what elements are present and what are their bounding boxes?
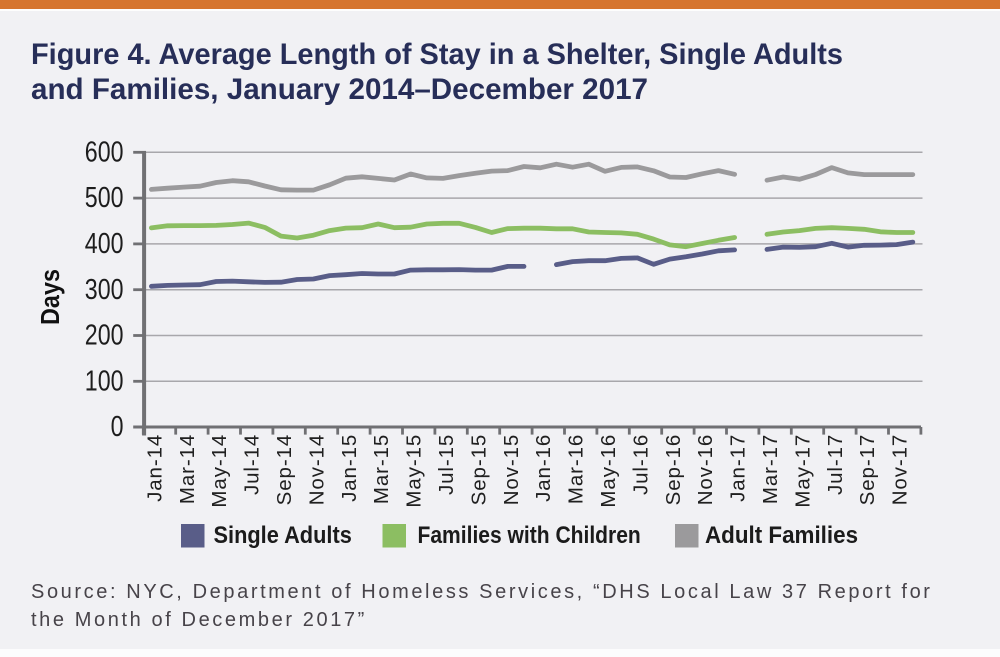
svg-text:Nov-15: Nov-15 <box>500 434 523 506</box>
svg-text:May-16: May-16 <box>597 434 620 508</box>
svg-text:300: 300 <box>85 272 124 305</box>
svg-text:Jul-16: Jul-16 <box>629 434 652 495</box>
svg-text:Single Adults: Single Adults <box>214 521 352 548</box>
svg-text:Sep-15: Sep-15 <box>467 434 490 506</box>
svg-text:Jul-17: Jul-17 <box>824 434 847 495</box>
svg-text:200: 200 <box>85 318 124 351</box>
svg-text:May-15: May-15 <box>403 434 426 508</box>
svg-text:Jan-16: Jan-16 <box>532 434 555 502</box>
svg-text:Mar-17: Mar-17 <box>759 434 782 504</box>
svg-text:500: 500 <box>85 181 124 214</box>
svg-text:Jul-14: Jul-14 <box>241 434 264 495</box>
svg-text:Adult Families: Adult Families <box>705 521 858 548</box>
svg-text:100: 100 <box>85 364 124 397</box>
svg-text:Mar-16: Mar-16 <box>565 434 588 504</box>
svg-text:Days: Days <box>37 269 65 325</box>
svg-text:Mar-15: Mar-15 <box>370 434 393 504</box>
svg-text:600: 600 <box>85 135 124 168</box>
svg-text:Jan-15: Jan-15 <box>338 434 361 502</box>
svg-text:Mar-14: Mar-14 <box>176 434 199 504</box>
svg-text:400: 400 <box>85 226 124 259</box>
svg-text:Jan-14: Jan-14 <box>143 434 166 502</box>
svg-text:Nov-17: Nov-17 <box>889 434 912 506</box>
svg-text:May-14: May-14 <box>208 434 231 508</box>
svg-text:Sep-16: Sep-16 <box>662 434 685 506</box>
svg-text:Nov-14: Nov-14 <box>305 434 328 506</box>
svg-text:0: 0 <box>111 410 124 443</box>
svg-text:Sep-17: Sep-17 <box>856 434 879 506</box>
svg-text:Sep-14: Sep-14 <box>273 434 296 506</box>
svg-text:Nov-16: Nov-16 <box>694 434 717 506</box>
svg-text:Jul-15: Jul-15 <box>435 434 458 495</box>
svg-text:May-17: May-17 <box>791 434 814 508</box>
svg-text:Families with Children: Families with Children <box>418 520 641 548</box>
svg-text:Jan-17: Jan-17 <box>727 434 750 502</box>
